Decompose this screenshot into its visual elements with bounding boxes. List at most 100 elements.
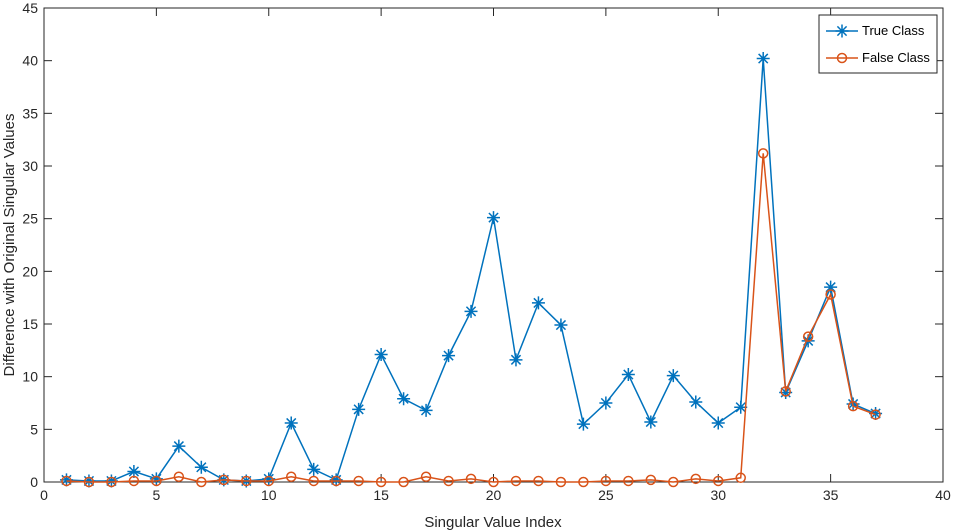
data-point-true-class <box>194 460 208 474</box>
data-point-false-class <box>623 475 634 487</box>
data-point-false-class <box>375 476 387 488</box>
data-point-false-class <box>308 475 319 487</box>
y-axis-title: Difference with Original Singular Values <box>1 114 18 377</box>
data-point-false-class <box>218 474 230 486</box>
data-point-false-class <box>668 476 679 488</box>
data-point-false-class <box>555 476 567 488</box>
data-point-false-class <box>713 475 724 487</box>
data-point-true-class <box>554 318 568 332</box>
data-point-false-class <box>847 400 859 412</box>
data-point-true-class <box>397 392 411 406</box>
data-point-false-class <box>600 475 612 487</box>
data-point-false-class <box>353 475 364 487</box>
data-point-true-class <box>644 415 658 429</box>
data-point-true-class <box>779 385 793 399</box>
legend: True Class False Class <box>818 14 938 74</box>
x-tick-label: 0 <box>40 487 48 503</box>
data-point-false-class <box>465 473 477 485</box>
data-point-false-class <box>757 148 769 159</box>
legend-box <box>818 14 938 74</box>
data-point-false-class <box>196 476 207 488</box>
data-point-true-class <box>576 417 590 431</box>
legend-entry-false-class: False Class <box>826 50 930 65</box>
x-tick-label: 40 <box>935 487 951 503</box>
data-point-false-class <box>83 476 95 488</box>
series-layer <box>59 52 883 488</box>
data-point-true-class <box>262 472 276 486</box>
x-axis-title: Singular Value Index <box>424 514 562 531</box>
data-point-false-class <box>578 476 589 488</box>
x-tick-label: 20 <box>486 487 502 503</box>
data-point-true-class <box>734 400 748 414</box>
data-point-false-class <box>241 475 252 487</box>
x-tick-label: 35 <box>823 487 839 503</box>
y-tick-label: 0 <box>30 474 38 490</box>
y-tick-label: 35 <box>22 105 38 121</box>
data-point-true-class <box>599 396 613 410</box>
legend-entry-true-class: True Class <box>826 23 925 38</box>
data-point-true-class <box>711 416 725 430</box>
data-point-false-class <box>398 476 409 488</box>
x-tick-label: 5 <box>152 487 160 503</box>
x-tick-label: 30 <box>710 487 726 503</box>
data-point-true-class <box>149 472 163 486</box>
y-tick-label: 25 <box>22 211 38 227</box>
data-point-false-class <box>128 475 140 487</box>
data-point-false-class <box>173 471 185 482</box>
data-point-false-class <box>690 473 702 485</box>
data-point-false-class <box>263 475 274 487</box>
legend-marker-false-class <box>836 52 848 64</box>
y-tick-label: 5 <box>30 421 38 437</box>
data-point-true-class <box>172 439 186 453</box>
series-line-false-class <box>66 153 876 483</box>
legend-label-true-class: True Class <box>862 23 925 38</box>
y-axis-ticks: 0 5 10 15 20 25 30 35 40 45 <box>22 0 943 490</box>
data-point-true-class <box>374 348 388 362</box>
data-point-true-class <box>127 464 141 478</box>
data-point-true-class <box>464 304 478 318</box>
y-tick-label: 40 <box>22 53 38 69</box>
data-point-false-class <box>106 476 117 488</box>
data-point-false-class <box>488 476 499 488</box>
data-point-true-class <box>487 211 500 225</box>
data-point-false-class <box>870 409 881 420</box>
data-point-false-class <box>510 475 522 487</box>
legend-marker-true-class <box>835 24 849 38</box>
y-tick-label: 10 <box>22 369 38 385</box>
y-tick-label: 45 <box>22 0 38 16</box>
data-point-true-class <box>869 407 883 421</box>
data-point-false-class <box>151 475 162 487</box>
data-point-true-class <box>666 369 680 383</box>
data-point-false-class <box>780 386 791 397</box>
y-tick-label: 20 <box>22 263 38 279</box>
data-point-false-class <box>825 289 836 300</box>
x-tick-label: 25 <box>598 487 614 503</box>
data-point-true-class <box>59 473 73 487</box>
legend-label-false-class: False Class <box>862 50 930 65</box>
series-false-class <box>61 148 881 488</box>
y-tick-label: 15 <box>22 316 38 332</box>
data-point-true-class <box>824 280 838 294</box>
series-true-class <box>59 52 883 488</box>
legend-marker-symbol <box>836 52 848 64</box>
data-point-false-class <box>330 475 342 487</box>
data-point-true-class <box>621 368 635 382</box>
data-point-true-class <box>689 395 703 409</box>
data-point-false-class <box>735 472 746 484</box>
data-point-false-class <box>443 475 454 487</box>
data-point-false-class <box>285 471 297 482</box>
plot-area <box>43 7 944 483</box>
data-point-true-class <box>284 416 298 430</box>
data-point-true-class <box>104 474 118 488</box>
data-point-true-class <box>442 349 456 363</box>
data-point-false-class <box>645 474 657 486</box>
legend-marker-symbol <box>835 24 849 38</box>
data-point-true-class <box>307 462 321 476</box>
data-point-true-class <box>419 403 433 417</box>
data-point-true-class <box>329 473 343 487</box>
x-tick-label: 10 <box>261 487 277 503</box>
data-point-true-class <box>82 474 96 488</box>
data-point-false-class <box>61 475 72 487</box>
x-tick-label: 15 <box>373 487 389 503</box>
